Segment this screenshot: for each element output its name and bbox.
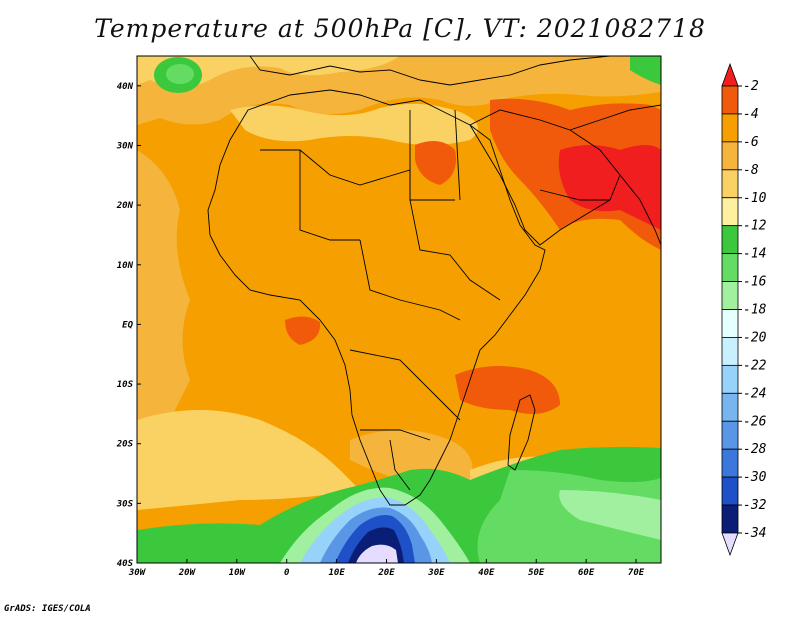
lon-tick-label: 40E (478, 568, 495, 578)
colorbar-swatch (721, 476, 739, 506)
lat-tick-label: EQ (122, 320, 133, 330)
colorbar-label: -10 (743, 191, 767, 206)
colorbar-label: -2 (743, 79, 759, 94)
lat-tick-label: 10S (117, 380, 134, 390)
colorbar-swatch (721, 253, 739, 282)
lon-tick-label: 10E (328, 568, 345, 578)
colorbar-label: -32 (743, 498, 767, 513)
colorbar-label: -30 (743, 470, 767, 485)
lat-tick-label: 30N (116, 141, 134, 151)
border-south-africa (389, 439, 411, 491)
madagascar-coastline (507, 394, 536, 471)
lon-tick-label: 50E (528, 568, 545, 578)
colorbar-bottom-arrow (721, 532, 739, 557)
lon-tick-label: 70E (628, 568, 645, 578)
arabia-coastline (469, 109, 621, 246)
lat-tick-label: 20N (116, 201, 134, 211)
colorbar-swatch (721, 364, 739, 394)
plot-frame (136, 55, 662, 564)
europe-coastline (249, 56, 611, 86)
colorbar-swatch (721, 309, 739, 338)
grads-credit: GrADS: IGES/COLA (4, 604, 91, 614)
colorbar-label: -24 (743, 386, 766, 401)
border-egypt (454, 109, 461, 201)
colorbar-label: -20 (743, 330, 767, 345)
colorbar-swatch (721, 420, 739, 450)
colorbar-label: -8 (743, 163, 759, 178)
colorbar-swatch (721, 197, 739, 227)
latitude-axis: 40N 30N 20N 10N EQ 10S 20S 30S 40S (116, 82, 141, 569)
colorbar-swatch (721, 281, 739, 310)
colorbar-label: -22 (743, 358, 767, 373)
colorbar-swatch (721, 448, 739, 478)
colorbar-label: -18 (743, 303, 767, 318)
colorbar-swatch (721, 85, 739, 115)
colorbar-swatch (721, 113, 739, 143)
field-warm-minus4-mozambique (455, 366, 560, 414)
longitude-axis: 30W 20W 10W 0 10E 20E 30E 40E 50E 60E 70E (128, 559, 645, 578)
colorbar-label: -4 (743, 107, 759, 122)
field-patch-minus18-south (559, 490, 661, 540)
lon-tick-label: 30E (427, 568, 445, 578)
field-core-below34 (356, 544, 398, 563)
colorbar-swatch (721, 337, 739, 366)
colorbar-label: -6 (743, 135, 759, 150)
colorbar-label: -16 (743, 275, 767, 290)
colorbar-swatch (721, 225, 739, 255)
field-warm-minus2-arabia (558, 145, 661, 230)
lon-tick-label: 10W (229, 568, 247, 578)
colorbar-label: -12 (743, 219, 767, 234)
field-patch-minus16-nw (166, 64, 194, 84)
colorbar-label: -28 (743, 442, 767, 457)
border-sudan (409, 110, 501, 301)
colorbar-swatch (721, 141, 739, 171)
colorbar-label: -26 (743, 414, 767, 429)
border-arabia (539, 189, 610, 201)
field-band-minus8-atlantic (137, 150, 190, 445)
lon-tick-label: 60E (578, 568, 595, 578)
lat-tick-label: 20S (116, 440, 134, 450)
field-band-minus10-south (137, 410, 360, 510)
map-title: Temperature at 500hPa [C], VT: 202108271… (94, 14, 706, 43)
lon-tick-label: 30W (128, 568, 147, 578)
field-warm-minus4-sudan (415, 141, 456, 185)
colorbar-top-arrow (721, 62, 739, 87)
border-congo (349, 349, 461, 421)
colorbar: -2 -4 -6 -8 -10 -12 -14 -16 -18 -20 -22 -24 -26 -28 -3… (721, 62, 767, 557)
lat-tick-label: 10N (117, 261, 134, 271)
colorbar-swatch (721, 392, 739, 422)
coastlines-and-borders (207, 56, 661, 506)
lon-tick-label: 20W (178, 568, 197, 578)
field-patch-minus14-ne (630, 56, 661, 85)
field-patch-minus10-north (137, 56, 400, 88)
lon-tick-label: 20E (377, 568, 395, 578)
border-southern (360, 429, 431, 441)
asia-coastline (569, 104, 661, 131)
colorbar-swatch (721, 169, 739, 199)
india-coastline (619, 174, 661, 246)
border-central (359, 239, 461, 321)
colorbar-label: -34 (743, 526, 766, 541)
field-patch-minus10-sahara (230, 103, 478, 145)
lat-tick-label: 30S (116, 499, 134, 509)
africa-coastline (207, 89, 546, 506)
border-mali (299, 150, 360, 241)
temperature-field (137, 56, 661, 563)
lon-tick-label: 0 (284, 568, 290, 578)
colorbar-swatch (721, 504, 739, 534)
lat-tick-label: 40N (117, 82, 134, 92)
colorbar-label: -14 (743, 247, 766, 262)
field-patch-minus8-south-africa (350, 430, 473, 480)
field-warm-minus4-gulf-guinea (285, 316, 321, 345)
field-band-minus8-north (137, 56, 661, 125)
lat-tick-label: 40S (117, 559, 134, 569)
